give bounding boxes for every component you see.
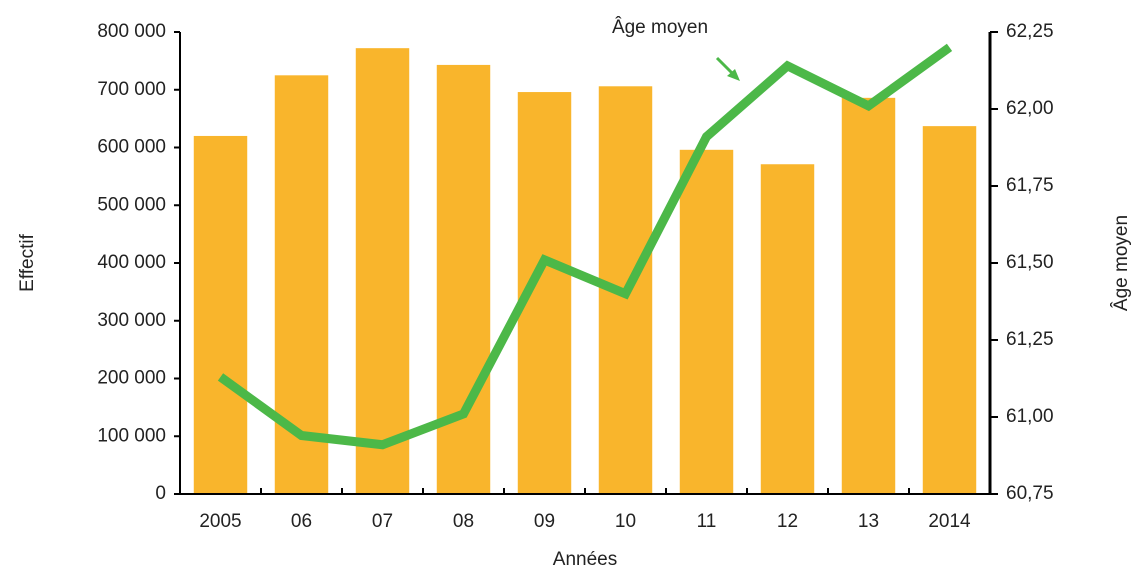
- annotation-arrow: [715, 56, 736, 77]
- x-tick-label: 10: [615, 511, 636, 532]
- annotation: Âge moyen: [612, 16, 708, 38]
- bar: [436, 64, 491, 494]
- x-tick-label: 11: [697, 511, 717, 532]
- annotation-arrowhead: [727, 69, 740, 81]
- y-tick-label: 200 000: [97, 368, 166, 389]
- y-tick-label: 700 000: [97, 79, 166, 100]
- y2-tick-label: 62,25: [1006, 21, 1054, 42]
- y2-axis-label: Âge moyen: [1110, 215, 1132, 311]
- y2-tick-label: 61,50: [1006, 252, 1054, 273]
- y-tick-label: 300 000: [97, 310, 166, 331]
- y-tick-label: 600 000: [97, 137, 166, 158]
- x-tick-label: 07: [372, 511, 393, 532]
- x-tick-label: 06: [291, 511, 312, 532]
- bar: [679, 149, 734, 494]
- y-tick-label: 100 000: [97, 425, 166, 446]
- y-tick-label: 800 000: [97, 21, 166, 42]
- x-tick-label: 13: [858, 511, 879, 532]
- bar: [760, 164, 815, 494]
- x-tick-label: 09: [534, 511, 555, 532]
- line: [217, 43, 953, 450]
- x-tick-label: 08: [453, 511, 474, 532]
- bar: [355, 48, 410, 495]
- y2-tick-label: 61,00: [1006, 406, 1054, 427]
- y2-tick-label: 61,25: [1006, 329, 1054, 350]
- y-tick-label: 0: [155, 483, 166, 504]
- y-tick-label: 500 000: [97, 194, 166, 215]
- y-axis-label: Effectif: [17, 233, 38, 291]
- bar: [922, 126, 977, 494]
- y2-tick-label: 62,00: [1006, 98, 1054, 119]
- x-axis-label: Années: [553, 549, 617, 570]
- bar: [841, 97, 896, 495]
- y2-tick-label: 61,75: [1006, 175, 1054, 196]
- x-tick-label: 2014: [928, 511, 971, 532]
- x-tick-label: 2005: [199, 511, 241, 532]
- y-tick-label: 400 000: [97, 252, 166, 273]
- x-tick-label: 12: [777, 511, 798, 532]
- y2-tick-label: 60,75: [1006, 483, 1054, 504]
- bar: [193, 135, 248, 494]
